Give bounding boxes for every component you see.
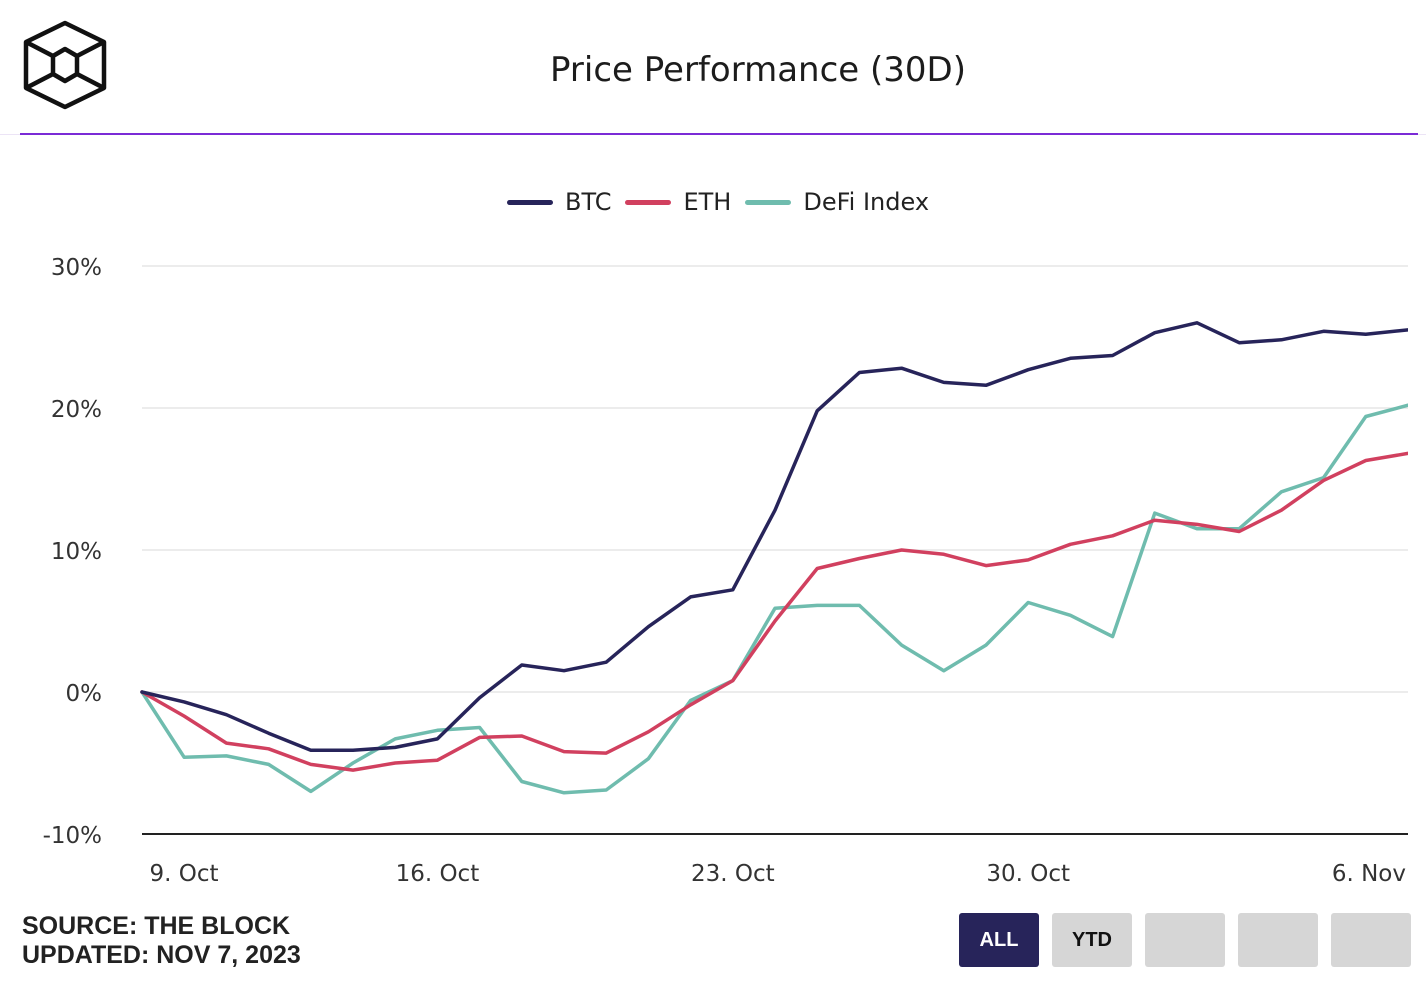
legend-label-eth: ETH bbox=[683, 188, 732, 216]
footer: SOURCE: THE BLOCK UPDATED: NOV 7, 2023 bbox=[22, 912, 301, 970]
y-tick-label: 10% bbox=[51, 539, 102, 565]
source-text: SOURCE: THE BLOCK bbox=[22, 912, 291, 940]
range-button-all[interactable]: ALL bbox=[959, 913, 1039, 967]
legend-swatch-eth bbox=[625, 199, 672, 205]
x-tick-label: 16. Oct bbox=[396, 861, 480, 887]
range-button-ytd[interactable]: YTD bbox=[1052, 913, 1132, 967]
x-tick-label: 9. Oct bbox=[149, 861, 218, 887]
series-line-eth bbox=[140, 451, 1408, 772]
y-tick-label: 0% bbox=[66, 681, 103, 707]
legend-label-btc: BTC bbox=[564, 188, 612, 216]
series-line-defi-index bbox=[140, 403, 1408, 795]
line-chart: 30% 20% 10% 0% -10% 9. Oct 16. Oct 23. Oct 30. O… bbox=[43, 255, 1408, 887]
y-tick-label: -10% bbox=[43, 823, 102, 849]
y-tick-label: 30% bbox=[51, 255, 102, 281]
x-tick-label: 6. Nov bbox=[1332, 861, 1406, 887]
range-button-3[interactable] bbox=[1145, 913, 1225, 967]
legend-item-btc[interactable]: BTC bbox=[506, 188, 612, 216]
legend-swatch-defi-index bbox=[745, 199, 792, 205]
x-tick-label: 23. Oct bbox=[691, 861, 775, 887]
legend-label-defi-index: DeFi Index bbox=[803, 188, 930, 216]
legend-item-eth[interactable]: ETH bbox=[625, 188, 731, 216]
header-divider bbox=[20, 133, 1418, 135]
y-tick-label: 20% bbox=[51, 397, 102, 423]
range-button-5[interactable] bbox=[1331, 913, 1411, 967]
updated-text: UPDATED: NOV 7, 2023 bbox=[22, 941, 301, 969]
range-buttons: ALL YTD bbox=[959, 913, 1411, 967]
legend-item-defi-index[interactable]: DeFi Index bbox=[745, 188, 929, 216]
chart-title: Price Performance (30D) bbox=[550, 50, 966, 90]
legend-swatch-btc bbox=[506, 199, 553, 205]
series-line-btc bbox=[140, 321, 1408, 752]
the-block-logo-icon bbox=[23, 20, 107, 110]
x-tick-label: 30. Oct bbox=[986, 861, 1070, 887]
range-button-4[interactable] bbox=[1238, 913, 1318, 967]
legend: BTC ETH DeFi Index bbox=[0, 188, 1426, 216]
